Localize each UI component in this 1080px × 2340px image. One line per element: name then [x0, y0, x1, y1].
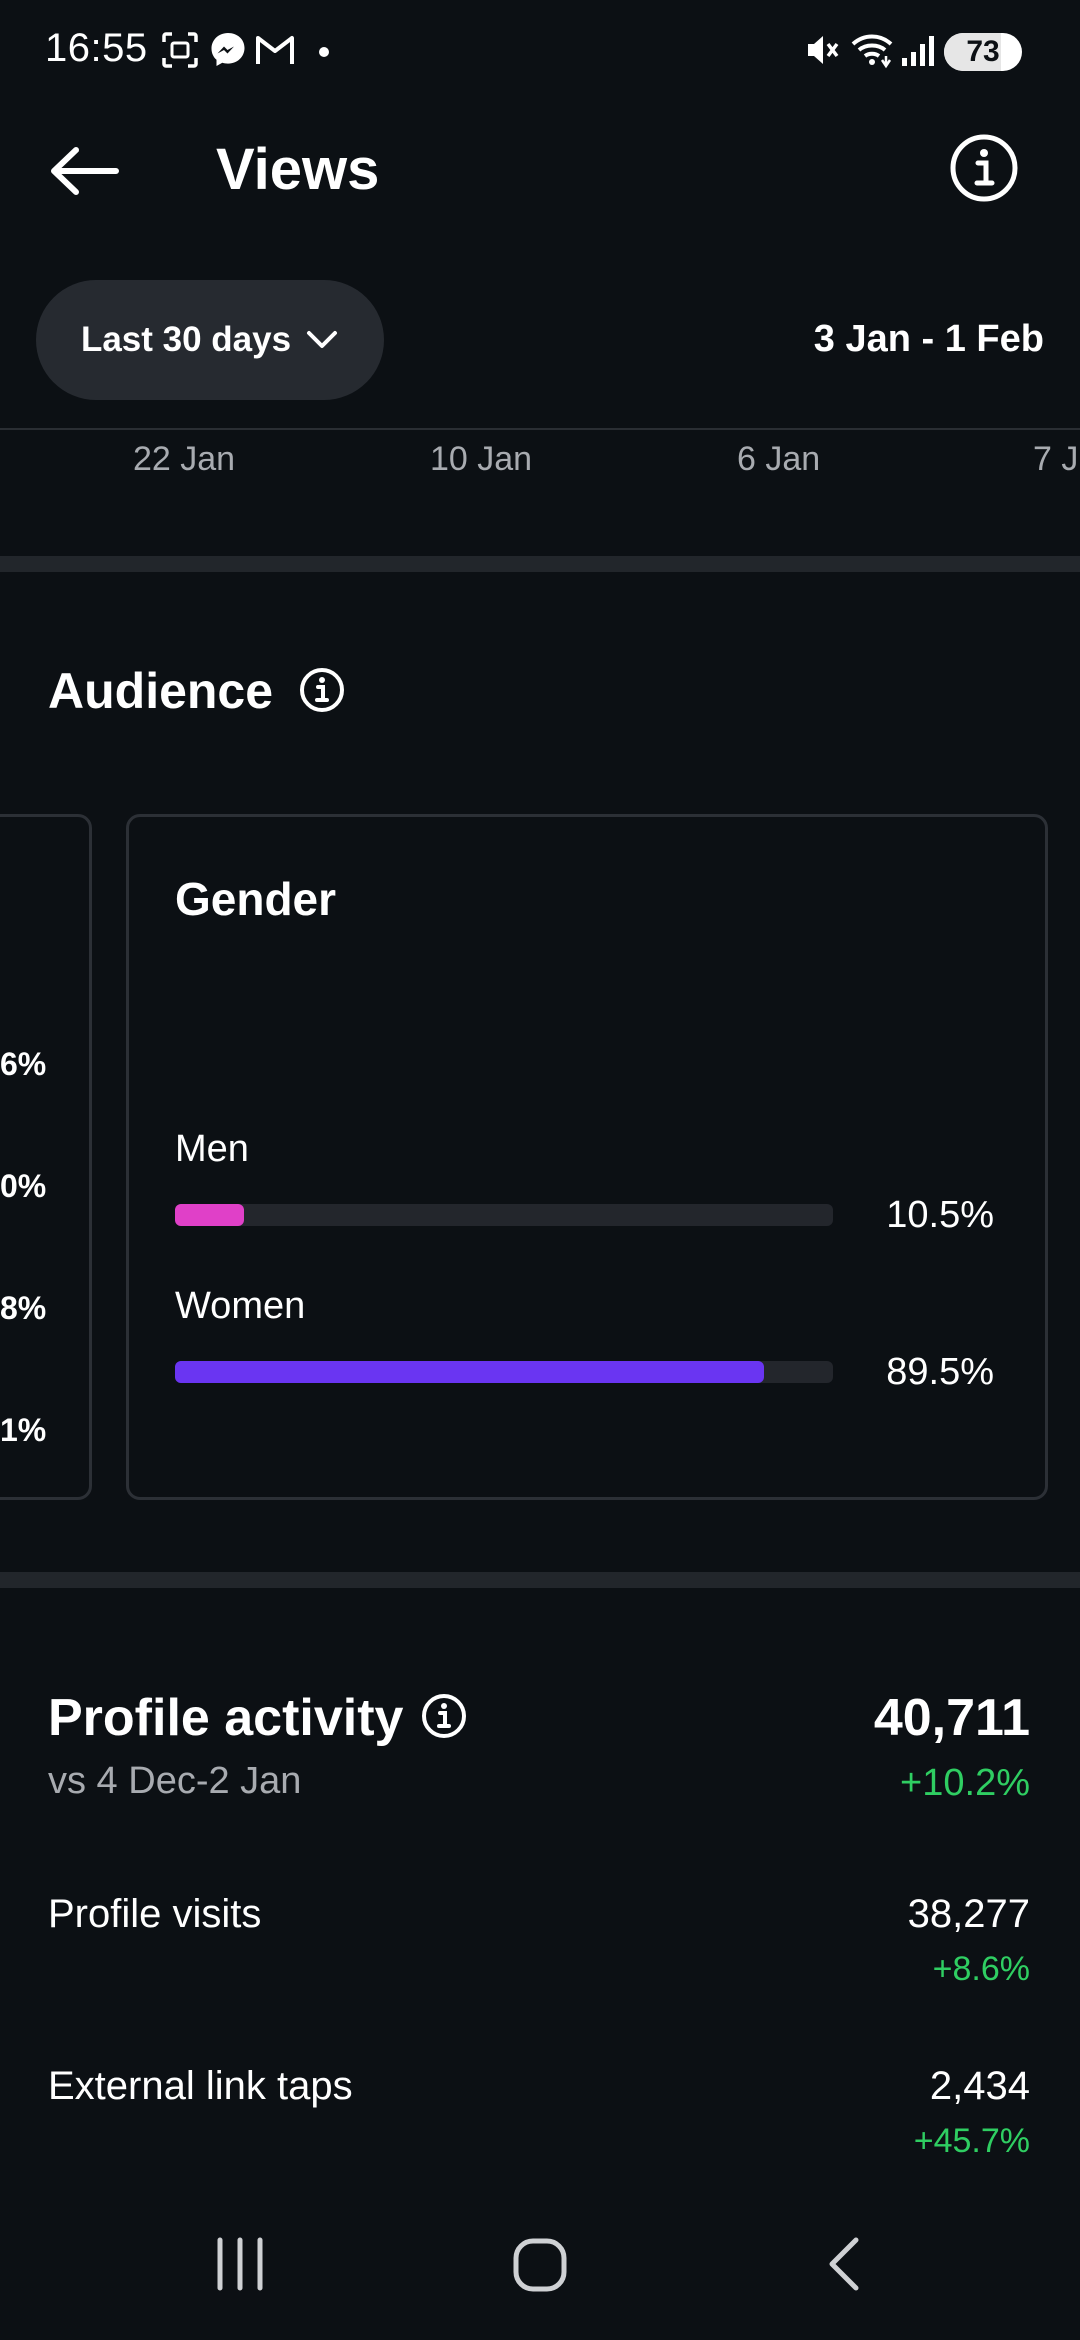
men-percentage: 10.5% [886, 1194, 994, 1236]
dot-icon [319, 47, 329, 57]
comparison-period: vs 4 Dec-2 Jan [48, 1760, 302, 1802]
age-value: 8% [0, 1290, 47, 1326]
profile-visits-change: +8.6% [932, 1950, 1030, 1988]
external-link-taps-change: +45.7% [913, 2122, 1030, 2160]
age-value: 0% [0, 1168, 47, 1204]
period-dropdown[interactable]: Last 30 days [36, 280, 384, 400]
mute-icon [808, 36, 839, 64]
age-value: 6% [0, 1046, 47, 1082]
status-time: 16:55 [45, 26, 148, 70]
men-bar [175, 1204, 245, 1226]
external-link-taps-label: External link taps [48, 2064, 353, 2108]
page-title: Views [216, 137, 380, 202]
profile-visits-label: Profile visits [48, 1892, 262, 1936]
wifi-icon [851, 34, 893, 69]
audience-heading: Audience [48, 663, 274, 719]
divider [0, 428, 1080, 430]
profile-activity-info-icon[interactable] [420, 1692, 468, 1740]
signal-icon [902, 36, 934, 66]
date-range: 3 Jan - 1 Feb [813, 318, 1044, 360]
age-card[interactable] [0, 814, 92, 1500]
axis-label: 10 Jan [430, 440, 533, 478]
audience-info-icon[interactable] [298, 666, 346, 714]
axis-label: 6 Jan [737, 440, 821, 478]
axis-label: 22 Jan [133, 440, 236, 478]
gender-label-men: Men [175, 1128, 249, 1170]
gender-title: Gender [175, 873, 337, 925]
profile-visits-value: 38,277 [907, 1892, 1030, 1936]
info-icon[interactable] [948, 132, 1020, 204]
home-icon[interactable] [512, 2234, 568, 2294]
profile-activity-total: 40,711 [873, 1689, 1030, 1747]
women-bar [175, 1361, 764, 1383]
men-bar-track [175, 1204, 833, 1226]
age-value: 1% [0, 1412, 47, 1448]
gender-label-women: Women [175, 1285, 306, 1327]
women-bar-track [175, 1361, 833, 1383]
back-nav-icon[interactable] [822, 2234, 866, 2294]
messenger-icon [211, 33, 245, 66]
screenshot-icon [162, 32, 198, 68]
women-percentage: 89.5% [886, 1351, 994, 1393]
battery-level: 73 [966, 35, 1000, 68]
section-separator [0, 1572, 1080, 1588]
back-arrow-icon[interactable] [48, 146, 120, 196]
external-link-taps-value: 2,434 [929, 2064, 1030, 2108]
axis-label: 7 J [1033, 440, 1079, 478]
section-separator [0, 556, 1080, 572]
gmail-icon [256, 36, 294, 64]
profile-activity-heading: Profile activity [48, 1689, 404, 1747]
profile-activity-change: +10.2% [900, 1762, 1030, 1804]
period-label: Last 30 days [80, 320, 292, 359]
chevron-down-icon [307, 331, 338, 348]
battery-icon: 73 [944, 33, 1022, 71]
gender-card[interactable] [126, 814, 1048, 1500]
recent-apps-icon[interactable] [212, 2234, 268, 2294]
